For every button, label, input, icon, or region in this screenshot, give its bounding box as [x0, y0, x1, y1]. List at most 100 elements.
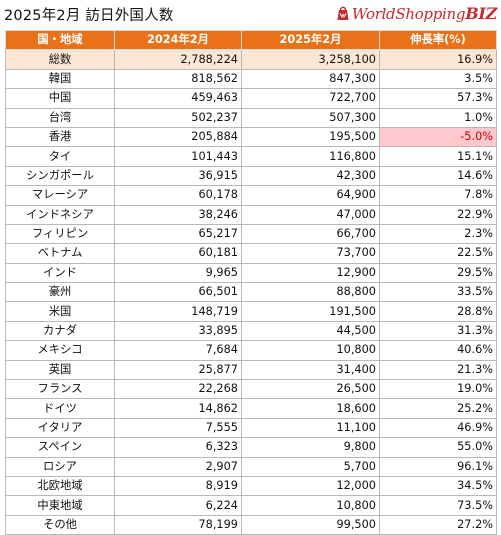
cell-growth-rate: 25.2% — [379, 398, 497, 419]
cell-growth-rate: 16.9% — [379, 49, 497, 70]
cell-2025-feb: 99,500 — [241, 514, 380, 535]
cell-2025-feb: 507,300 — [241, 107, 380, 128]
cell-2025-feb: 191,500 — [241, 301, 380, 322]
cell-growth-rate: 22.5% — [379, 243, 497, 264]
page-header: 2025年2月 訪日外国人数 WorldShoppingBIZ — [0, 0, 501, 30]
cell-2025-feb: 12,000 — [241, 475, 380, 497]
cell-region: フィリピン — [5, 223, 115, 245]
cell-growth-rate: 34.5% — [379, 475, 497, 497]
table-row: 中国 459,463 722,700 57.3% — [5, 88, 497, 109]
column-header-growth-rate: 伸長率(%) — [379, 29, 497, 51]
table-row: ドイツ 14,862 18,600 25.2% — [5, 398, 497, 419]
cell-2024-feb: 9,965 — [114, 262, 242, 284]
cell-2025-feb: 5,700 — [241, 456, 380, 477]
table-row: 米国 148,719 191,500 28.8% — [5, 301, 497, 322]
cell-region: マレーシア — [5, 185, 115, 206]
cell-2025-feb: 10,800 — [241, 495, 380, 516]
table-row: 香港 205,884 195,500 -5.0% — [5, 126, 497, 148]
cell-2024-feb: 148,719 — [114, 301, 242, 322]
table-row: 台湾 502,237 507,300 1.0% — [5, 107, 497, 128]
cell-2025-feb: 847,300 — [241, 68, 380, 90]
cell-2024-feb: 8,919 — [114, 475, 242, 497]
cell-growth-rate: 21.3% — [379, 359, 497, 381]
cell-2025-feb: 116,800 — [241, 146, 380, 167]
table-row: イタリア 7,555 11,100 46.9% — [5, 417, 497, 439]
table-row: スペイン 6,323 9,800 55.0% — [5, 437, 497, 458]
cell-growth-rate: 14.6% — [379, 165, 497, 187]
cell-2025-feb: 64,900 — [241, 185, 380, 206]
cell-2025-feb: 88,800 — [241, 282, 380, 303]
cell-2025-feb: 10,800 — [241, 340, 380, 361]
cell-growth-rate: 31.3% — [379, 320, 497, 342]
cell-2025-feb: 44,500 — [241, 320, 380, 342]
cell-growth-rate: 15.1% — [379, 146, 497, 167]
cell-growth-rate: 33.5% — [379, 282, 497, 303]
cell-2025-feb: 722,700 — [241, 88, 380, 109]
cell-growth-rate: 55.0% — [379, 437, 497, 458]
cell-2025-feb: 47,000 — [241, 204, 380, 225]
cell-region: タイ — [5, 146, 115, 167]
cell-region: ドイツ — [5, 398, 115, 419]
cell-2024-feb: 33,895 — [114, 320, 242, 342]
cell-2025-feb: 9,800 — [241, 437, 380, 458]
table-row: 韓国 818,562 847,300 3.5% — [5, 68, 497, 90]
cell-2024-feb: 78,199 — [114, 514, 242, 535]
table-row: 中東地域 6,224 10,800 73.5% — [5, 495, 497, 516]
table-row: マレーシア 60,178 64,900 7.8% — [5, 185, 497, 206]
cell-growth-rate: 3.5% — [379, 68, 497, 90]
cell-growth-rate: 73.5% — [379, 495, 497, 516]
cell-growth-rate: 27.2% — [379, 514, 497, 535]
cell-region: その他 — [5, 514, 115, 535]
cell-2024-feb: 205,884 — [114, 126, 242, 148]
cell-2025-feb: 42,300 — [241, 165, 380, 187]
table-row: タイ 101,443 116,800 15.1% — [5, 146, 497, 167]
column-header-2025-feb: 2025年2月 — [241, 29, 380, 51]
cell-growth-rate: 19.0% — [379, 379, 497, 400]
cell-region: 中東地域 — [5, 495, 115, 516]
cell-2025-feb: 11,100 — [241, 417, 380, 439]
cell-growth-rate: 57.3% — [379, 88, 497, 109]
cell-growth-rate: 7.8% — [379, 185, 497, 206]
page-title: 2025年2月 訪日外国人数 — [4, 8, 174, 24]
cell-2024-feb: 6,224 — [114, 495, 242, 516]
shopping-bag-icon — [337, 6, 349, 20]
cell-region: フランス — [5, 379, 115, 400]
cell-2024-feb: 25,877 — [114, 359, 242, 381]
cell-2024-feb: 2,907 — [114, 456, 242, 477]
cell-growth-rate: 46.9% — [379, 417, 497, 439]
cell-2024-feb: 60,181 — [114, 243, 242, 264]
cell-region: 総数 — [5, 49, 115, 70]
cell-2025-feb: 18,600 — [241, 398, 380, 419]
table-row: カナダ 33,895 44,500 31.3% — [5, 320, 497, 342]
cell-growth-rate: 40.6% — [379, 340, 497, 361]
cell-region: カナダ — [5, 320, 115, 342]
table-row-total: 総数 2,788,224 3,258,100 16.9% — [5, 49, 497, 70]
cell-2025-feb: 26,500 — [241, 379, 380, 400]
cell-growth-rate: 22.9% — [379, 204, 497, 225]
table-row: 北欧地域 8,919 12,000 34.5% — [5, 475, 497, 497]
cell-region: シンガポール — [5, 165, 115, 187]
cell-region: 英国 — [5, 359, 115, 381]
cell-region: 中国 — [5, 88, 115, 109]
table-row: フランス 22,268 26,500 19.0% — [5, 379, 497, 400]
column-header-region: 国・地域 — [5, 29, 115, 51]
cell-2025-feb: 3,258,100 — [241, 49, 380, 70]
cell-2024-feb: 6,323 — [114, 437, 242, 458]
cell-region: 韓国 — [5, 68, 115, 90]
cell-2025-feb: 195,500 — [241, 126, 380, 148]
table-row: インドネシア 38,246 47,000 22.9% — [5, 204, 497, 225]
cell-2024-feb: 66,501 — [114, 282, 242, 303]
cell-region: イタリア — [5, 417, 115, 439]
cell-growth-rate: -5.0% — [379, 126, 497, 148]
table-row: 豪州 66,501 88,800 33.5% — [5, 282, 497, 303]
cell-growth-rate: 1.0% — [379, 107, 497, 128]
table-row: フィリピン 65,217 66,700 2.3% — [5, 223, 497, 245]
cell-2025-feb: 66,700 — [241, 223, 380, 245]
cell-region: インド — [5, 262, 115, 284]
cell-region: 米国 — [5, 301, 115, 322]
cell-2024-feb: 38,246 — [114, 204, 242, 225]
cell-region: ベトナム — [5, 243, 115, 264]
cell-region: 豪州 — [5, 282, 115, 303]
cell-region: 北欧地域 — [5, 475, 115, 497]
visitor-table: 国・地域 2024年2月 2025年2月 伸長率(%) 総数 2,788,224 3… — [5, 29, 497, 535]
